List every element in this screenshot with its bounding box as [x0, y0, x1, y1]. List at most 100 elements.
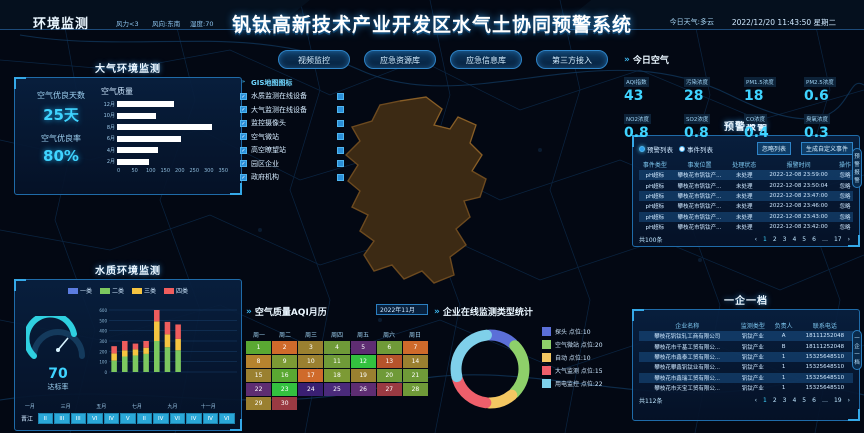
- page-number[interactable]: 2: [772, 236, 777, 244]
- page-number[interactable]: 1: [762, 397, 767, 405]
- calendar-day-cell[interactable]: 28: [402, 383, 428, 396]
- checkbox-icon[interactable]: ✓: [240, 119, 247, 127]
- table-row[interactable]: 攀枝花钒钛轧工商有限公司 钒钛产业 A 18111252048: [639, 331, 853, 342]
- calendar-day-cell[interactable]: 4: [324, 341, 350, 354]
- calendar-day-cell[interactable]: 11: [324, 355, 350, 368]
- page-number[interactable]: 2: [772, 397, 777, 405]
- calendar-day-cell[interactable]: 12: [350, 355, 376, 368]
- row-action-link[interactable]: 忽略: [839, 204, 851, 211]
- table-row[interactable]: pH超标 攀枝花市钒钛产... 未处理 2022-12-08 23:47:00 忽略: [639, 190, 853, 202]
- create-event-button[interactable]: 生成自定义事件: [800, 142, 853, 155]
- calendar-day-cell[interactable]: 14: [402, 355, 428, 368]
- page-number[interactable]: 6: [812, 397, 816, 405]
- page-number[interactable]: 19: [833, 397, 842, 405]
- table-row[interactable]: 攀枝花市天宝工贸有限公... 钒钛产业 1 15325648510: [639, 383, 853, 393]
- gis-menu-item-water-device[interactable]: ✓ 水质监测在线设备: [240, 90, 344, 104]
- calendar-day-cell[interactable]: 8: [246, 355, 272, 368]
- table-row[interactable]: pH超标 攀枝花市钒钛产... 未处理 2022-12-08 23:59:00 忽略: [639, 170, 853, 181]
- calendar-day-cell[interactable]: 29: [246, 397, 272, 410]
- toggle-icon[interactable]: [337, 119, 344, 127]
- page-number[interactable]: 5: [802, 236, 807, 244]
- gis-menu-item-camera[interactable]: ✓ 监控摄像头: [240, 117, 344, 131]
- row-action-link[interactable]: 忽略: [839, 183, 851, 190]
- side-tab-enterprise[interactable]: 一企一档: [852, 330, 862, 370]
- checkbox-icon[interactable]: ✓: [240, 173, 247, 181]
- calendar-day-cell[interactable]: 24: [298, 383, 324, 396]
- toggle-icon[interactable]: [337, 133, 344, 141]
- ignore-list-button[interactable]: 忽略列表: [756, 142, 791, 155]
- page-number[interactable]: …: [821, 236, 828, 244]
- calendar-day-cell[interactable]: 26: [350, 383, 376, 396]
- calendar-day-cell[interactable]: 19: [350, 369, 376, 382]
- calendar-day-cell[interactable]: 13: [376, 355, 402, 368]
- tab-warning-list[interactable]: 预警列表: [639, 144, 673, 154]
- page-number[interactable]: 4: [792, 236, 797, 244]
- calendar-day-cell[interactable]: 5: [350, 341, 376, 354]
- calendar-day-cell[interactable]: 25: [324, 383, 350, 396]
- page-number[interactable]: 17: [833, 236, 842, 244]
- nav-button-thirdparty[interactable]: 第三方接入: [536, 50, 608, 69]
- page-number[interactable]: 3: [782, 397, 787, 405]
- table-row[interactable]: pH超标 攀枝花市钒钛产... 未处理 2022-12-08 23:42:00 忽略: [639, 222, 853, 232]
- row-action-link[interactable]: 忽略: [839, 225, 851, 232]
- calendar-day-cell[interactable]: 22: [246, 383, 272, 396]
- calendar-day-cell[interactable]: 20: [376, 369, 402, 382]
- toggle-icon[interactable]: [337, 160, 344, 168]
- calendar-day-cell[interactable]: 1: [246, 341, 272, 354]
- calendar-day-cell[interactable]: 21: [402, 369, 428, 382]
- side-tab-alarm[interactable]: 预警报警: [852, 148, 862, 188]
- page-number[interactable]: 1: [762, 236, 767, 244]
- checkbox-icon[interactable]: ✓: [240, 160, 247, 168]
- gis-menu-item-enterprise[interactable]: ✓ 园区企业: [240, 157, 344, 171]
- calendar-day-cell[interactable]: 30: [272, 397, 298, 410]
- calendar-day-cell[interactable]: 15: [246, 369, 272, 382]
- checkbox-icon[interactable]: ✓: [240, 92, 247, 100]
- calendar-day-cell[interactable]: 23: [272, 383, 298, 396]
- calendar-day-cell[interactable]: 2: [272, 341, 298, 354]
- calendar-day-cell[interactable]: 10: [298, 355, 324, 368]
- tab-event-list[interactable]: 事件列表: [679, 144, 713, 154]
- page-number[interactable]: 3: [782, 236, 787, 244]
- checkbox-icon[interactable]: ✓: [240, 133, 247, 141]
- nav-button-video[interactable]: 视频监控: [278, 50, 350, 69]
- table-row[interactable]: 攀枝花市鑫瑞工贸有限公... 钒钛产业 1 15325648510: [639, 372, 853, 383]
- table-row[interactable]: 攀枝花市千基工贸有限公... 钒钛产业 B 18111252048: [639, 341, 853, 351]
- table-row[interactable]: pH超标 攀枝花市钒钛产... 未处理 2022-12-08 23:50:04 忽略: [639, 180, 853, 190]
- toggle-icon[interactable]: [337, 92, 344, 100]
- toggle-icon[interactable]: [337, 173, 344, 181]
- gis-menu-item-lookout[interactable]: ✓ 高空瞭望站: [240, 144, 344, 158]
- table-row[interactable]: pH超标 攀枝花市钒钛产... 未处理 2022-12-08 23:43:00 忽略: [639, 211, 853, 222]
- page-number[interactable]: 5: [802, 397, 807, 405]
- checkbox-icon[interactable]: ✓: [240, 106, 247, 114]
- prev-page-icon[interactable]: ‹: [754, 397, 757, 405]
- gis-menu-item-air-device[interactable]: ✓ 大气监测在线设备: [240, 103, 344, 117]
- next-page-icon[interactable]: ›: [847, 236, 850, 244]
- month-select[interactable]: 2022年11月: [376, 304, 428, 315]
- calendar-day-cell[interactable]: 6: [376, 341, 402, 354]
- page-number[interactable]: …: [821, 397, 828, 405]
- gis-menu-item-air-station[interactable]: ✓ 空气微站: [240, 130, 344, 144]
- table-row[interactable]: 攀枝花攀鑫钒钛业有限公... 钒钛产业 1 15325648510: [639, 362, 853, 372]
- gis-menu-item-government[interactable]: ✓ 政府机构: [240, 171, 344, 185]
- calendar-day-cell[interactable]: 27: [376, 383, 402, 396]
- row-action-link[interactable]: 忽略: [837, 170, 853, 181]
- calendar-day-cell[interactable]: 16: [272, 369, 298, 382]
- toggle-icon[interactable]: [337, 146, 344, 154]
- table-row[interactable]: 攀枝花市鑫泰工贸有限公... 钒钛产业 1 15325648510: [639, 351, 853, 363]
- calendar-day-cell[interactable]: 7: [402, 341, 428, 354]
- nav-button-info[interactable]: 应急信息库: [450, 50, 522, 69]
- table-row[interactable]: pH超标 攀枝花市钒钛产... 未处理 2022-12-08 23:46:00 忽略: [639, 201, 853, 211]
- calendar-day-cell[interactable]: 17: [298, 369, 324, 382]
- nav-button-resource[interactable]: 应急资源库: [364, 50, 436, 69]
- prev-page-icon[interactable]: ‹: [754, 236, 757, 244]
- gis-menu-item-header[interactable]: » GIS地图图标: [240, 76, 344, 90]
- calendar-day-cell[interactable]: 3: [298, 341, 324, 354]
- calendar-day-cell[interactable]: 18: [324, 369, 350, 382]
- page-number[interactable]: 6: [812, 236, 816, 244]
- calendar-day-cell[interactable]: 9: [272, 355, 298, 368]
- row-action-link[interactable]: 忽略: [837, 211, 853, 222]
- row-action-link[interactable]: 忽略: [837, 190, 853, 202]
- toggle-icon[interactable]: [337, 106, 344, 114]
- page-number[interactable]: 4: [792, 397, 797, 405]
- checkbox-icon[interactable]: ✓: [240, 146, 247, 154]
